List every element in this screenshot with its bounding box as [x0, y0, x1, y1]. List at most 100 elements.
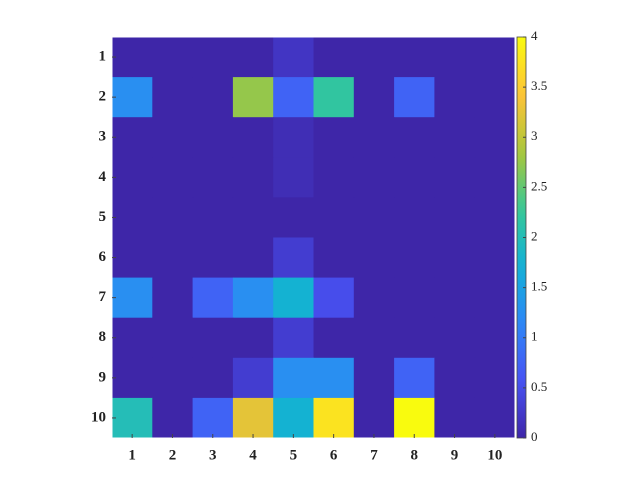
heatmap-cell — [313, 197, 355, 238]
x-tick-label: 8 — [411, 447, 419, 463]
heatmap-cell — [313, 277, 355, 319]
colorbar-tick-label: 4 — [531, 28, 538, 43]
heatmap-cell — [152, 277, 194, 319]
heatmap — [112, 37, 516, 439]
heatmap-cell — [232, 317, 274, 359]
heatmap-cell — [152, 37, 194, 78]
heatmap-cell — [313, 397, 355, 439]
heatmap-cell — [112, 397, 153, 439]
heatmap-cell — [434, 197, 476, 238]
heatmap-cell — [152, 157, 194, 198]
heatmap-cell — [394, 277, 435, 319]
heatmap-cell — [313, 37, 355, 78]
y-tick-label: 4 — [99, 169, 107, 185]
y-tick-label: 2 — [99, 89, 107, 105]
heatmap-cell — [353, 357, 395, 399]
colorbar-tick-label: 3 — [531, 128, 538, 143]
y-tick-label: 6 — [99, 249, 107, 265]
heatmap-cell — [394, 157, 435, 198]
y-tick-label: 7 — [99, 289, 107, 305]
heatmap-cell — [232, 157, 274, 198]
y-tick-label: 10 — [91, 409, 106, 425]
heatmap-cell — [313, 357, 355, 399]
heatmap-cell — [394, 77, 435, 118]
heatmap-cell — [313, 77, 355, 118]
x-tick-label: 5 — [290, 447, 298, 463]
heatmap-cell — [394, 357, 435, 399]
heatmap-cell — [353, 157, 395, 198]
y-tick-label: 1 — [99, 48, 107, 64]
heatmap-cell — [152, 197, 194, 238]
heatmap-cell — [273, 277, 314, 319]
heatmap-cell — [434, 397, 476, 439]
heatmap-cell — [232, 117, 274, 158]
heatmap-cell — [394, 117, 435, 158]
colorbar-tick-label: 1.5 — [531, 279, 547, 294]
heatmap-cell — [192, 357, 234, 399]
heatmap-cell — [112, 277, 153, 319]
heatmap-cell — [112, 77, 153, 118]
heatmap-cell — [232, 397, 274, 439]
heatmap-cell — [192, 197, 234, 238]
heatmap-cell — [474, 157, 516, 198]
heatmap-cell — [394, 237, 435, 279]
heatmap-cell — [232, 197, 274, 238]
heatmap-cell — [474, 77, 516, 118]
heatmap-cell — [232, 77, 274, 118]
y-tick-label: 9 — [99, 369, 107, 385]
heatmap-cell — [112, 357, 153, 399]
x-tick-label: 9 — [451, 447, 459, 463]
heatmap-cell — [353, 237, 395, 279]
heatmap-cell — [474, 277, 516, 319]
heatmap-cell — [112, 237, 153, 279]
heatmap-cell — [474, 197, 516, 238]
heatmap-cell — [152, 317, 194, 359]
heatmap-cell — [313, 117, 355, 158]
heatmap-cell — [394, 37, 435, 78]
heatmap-cell — [394, 197, 435, 238]
x-tick-label: 4 — [249, 447, 257, 463]
heatmap-cell — [112, 117, 153, 158]
heatmap-cell — [474, 397, 516, 439]
heatmap-cell — [353, 117, 395, 158]
heatmap-cell — [192, 157, 234, 198]
heatmap-cell — [434, 357, 476, 399]
heatmap-cell — [394, 317, 435, 359]
heatmap-cell — [353, 277, 395, 319]
heatmap-cell — [152, 117, 194, 158]
y-tick-label: 3 — [99, 129, 107, 145]
heatmap-cell — [192, 277, 234, 319]
heatmap-cell — [273, 197, 314, 238]
colorbar-tick-label: 0.5 — [531, 379, 547, 394]
heatmap-cell — [394, 397, 435, 439]
heatmap-cell — [353, 317, 395, 359]
heatmap-cell — [232, 237, 274, 279]
heatmap-cell — [192, 397, 234, 439]
colorbar-tick-label: 2 — [531, 228, 538, 243]
heatmap-cell — [192, 37, 234, 78]
heatmap-cell — [474, 237, 516, 279]
x-tick-label: 3 — [209, 447, 217, 463]
heatmap-cell — [353, 37, 395, 78]
heatmap-cell — [112, 157, 153, 198]
heatmap-cell — [353, 197, 395, 238]
heatmap-cell — [434, 277, 476, 319]
heatmap-cell — [152, 77, 194, 118]
heatmap-cell — [273, 397, 314, 439]
heatmap-cell — [192, 117, 234, 158]
colorbar-tick-label: 2.5 — [531, 178, 547, 193]
heatmap-cell — [112, 197, 153, 238]
heatmap-cell — [273, 317, 314, 359]
heatmap-cell — [474, 357, 516, 399]
heatmap-cell — [353, 397, 395, 439]
heatmap-cell — [112, 317, 153, 359]
heatmap-cell — [313, 157, 355, 198]
colorbar: 0 0.5 1 1.5 2 2.5 3 3.5 4 — [516, 28, 547, 444]
heatmap-cell — [474, 317, 516, 359]
heatmap-cell — [474, 117, 516, 158]
heatmap-cell — [353, 77, 395, 118]
heatmap-cell — [112, 37, 153, 78]
heatmap-cell — [434, 157, 476, 198]
heatmap-cell — [152, 397, 194, 439]
heatmap-cell — [192, 237, 234, 279]
